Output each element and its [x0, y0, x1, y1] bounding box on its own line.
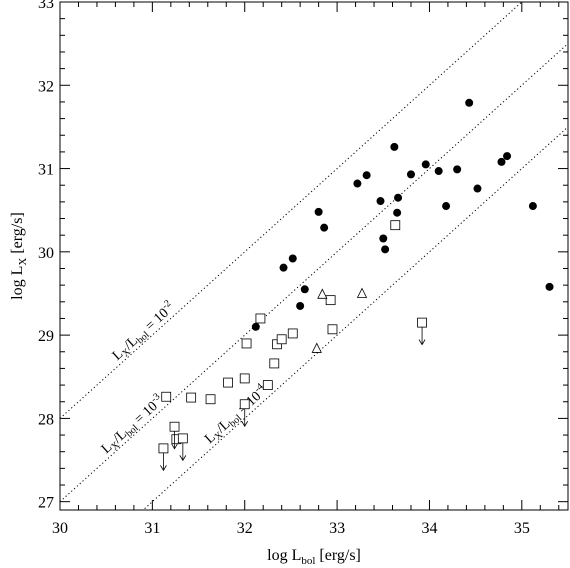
data-point-filled-circle: [434, 167, 443, 176]
ref-line: [60, 43, 568, 503]
data-point-filled-circle: [300, 285, 309, 294]
data-point-filled-circle: [390, 142, 399, 151]
data-point-filled-circle: [394, 193, 403, 202]
data-point-filled-circle: [353, 179, 362, 188]
upper-limit-arrow-head: [160, 465, 167, 472]
y-axis-title-unit: [erg/s]: [9, 212, 26, 253]
data-point-filled-circle: [251, 322, 260, 331]
data-point-open-square: [161, 391, 172, 402]
data-point-open-triangle: [356, 287, 368, 298]
data-point-open-square: [269, 358, 280, 369]
data-point-open-square: [241, 338, 252, 349]
y-tick-label: 33: [38, 0, 54, 12]
data-point-filled-circle: [288, 254, 297, 263]
data-point-filled-circle: [528, 202, 537, 211]
x-axis-title: log Lbol [erg/s]: [267, 547, 361, 567]
y-tick-label: 31: [38, 162, 54, 179]
x-tick-label: 33: [329, 520, 345, 537]
y-tick-label: 29: [38, 328, 54, 345]
ref-line: [142, 126, 568, 510]
data-point-filled-circle: [473, 184, 482, 193]
x-axis-title-main: log L: [267, 547, 301, 564]
data-point-open-square: [390, 220, 401, 231]
y-axis-title-sub: X: [17, 258, 29, 266]
upper-limit-arrow-head: [179, 455, 187, 462]
x-tick-label: 32: [237, 520, 253, 537]
data-point-filled-circle: [314, 207, 323, 216]
data-point-filled-circle: [545, 282, 554, 291]
data-point-open-square: [239, 373, 250, 384]
x-axis-title-unit: [erg/s]: [319, 547, 360, 564]
data-point-upper-limit: [169, 421, 180, 450]
data-point-filled-circle: [381, 245, 390, 254]
plot-frame: [59, 1, 569, 511]
y-tick-label: 32: [38, 78, 54, 95]
data-point-open-square: [287, 328, 298, 339]
upper-limit-square: [239, 399, 250, 410]
ref-line-label: LX/Lbol = 10-2: [108, 298, 180, 365]
data-point-open-square: [205, 394, 216, 405]
data-point-filled-circle: [453, 165, 462, 174]
y-axis-title: log LX [erg/s]: [9, 212, 29, 300]
y-tick-label: 30: [38, 245, 54, 262]
upper-limit-square: [169, 421, 180, 432]
data-point-upper-limit: [158, 443, 169, 472]
upper-limit-square: [177, 433, 188, 444]
data-point-filled-circle: [465, 98, 474, 107]
x-axis-title-sub: bol: [301, 555, 315, 567]
upper-limit-square: [417, 317, 427, 328]
data-point-upper-limit: [177, 433, 188, 462]
data-point-open-square: [276, 334, 287, 345]
data-point-filled-circle: [379, 234, 388, 243]
y-tick-label: 27: [38, 495, 54, 512]
data-point-open-square: [186, 392, 197, 403]
data-point-filled-circle: [442, 202, 451, 211]
data-point-filled-circle: [320, 223, 329, 232]
upper-limit-square: [158, 443, 169, 454]
x-tick-label: 30: [52, 520, 68, 537]
y-axis-title-main: log L: [9, 266, 26, 300]
data-point-upper-limit: [417, 317, 427, 346]
data-point-filled-circle: [376, 197, 385, 206]
ref-line-label: LX/Lbol = 10-4: [200, 381, 272, 448]
data-point-upper-limit: [239, 399, 250, 428]
data-point-filled-circle: [497, 157, 506, 166]
data-point-filled-circle: [296, 301, 305, 310]
data-point-open-triangle: [311, 342, 322, 353]
upper-limit-arrow-head: [418, 339, 426, 346]
x-tick-label: 35: [514, 520, 530, 537]
x-tick-label: 31: [144, 520, 160, 537]
data-point-filled-circle: [503, 152, 512, 161]
upper-limit-arrow-head: [171, 443, 178, 450]
y-tick-label: 28: [38, 411, 54, 428]
data-point-filled-circle: [279, 263, 288, 272]
data-point-open-triangle: [317, 288, 328, 299]
data-point-filled-circle: [393, 208, 402, 217]
ref-line-label: LX/Lbol = 10-3: [97, 391, 169, 458]
x-tick-label: 34: [421, 520, 437, 537]
upper-limit-arrow-head: [241, 421, 249, 428]
ref-line: [60, 2, 523, 419]
data-point-filled-circle: [421, 160, 430, 169]
data-point-open-square: [255, 313, 266, 324]
data-point-open-square: [325, 295, 336, 306]
data-point-filled-circle: [362, 171, 371, 180]
data-point-open-square: [223, 377, 234, 388]
data-point-filled-circle: [406, 170, 415, 179]
data-point-open-square: [327, 324, 338, 335]
data-point-open-square: [262, 380, 273, 390]
